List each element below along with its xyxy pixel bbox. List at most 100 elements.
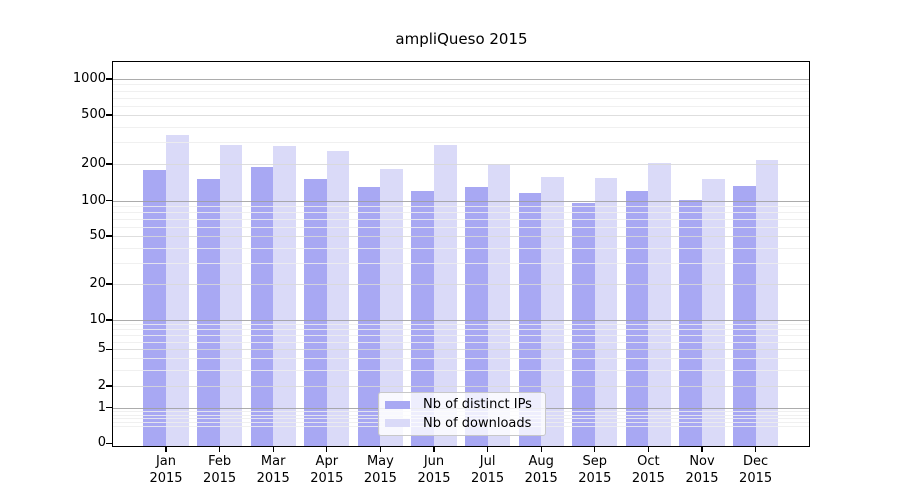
y-tick-label: 50: [89, 228, 106, 243]
y-tick-mark: [106, 385, 112, 387]
x-tick-mark: [701, 447, 703, 452]
legend-item-distinct-ips: Nb of distinct IPs: [385, 397, 545, 412]
gridline: [113, 142, 809, 144]
bar-distinct-ips: [518, 192, 542, 446]
legend: Nb of distinct IPs Nb of downloads: [378, 392, 546, 436]
bar-downloads: [219, 145, 243, 446]
y-tick-mark: [106, 163, 112, 165]
y-tick-label: 5: [97, 341, 106, 357]
bar-downloads: [380, 168, 403, 446]
y-tick-mark: [106, 442, 112, 444]
y-tick-label: 0: [97, 435, 106, 451]
gridline: [113, 329, 809, 331]
legend-item-downloads: Nb of downloads: [385, 416, 545, 431]
bar-downloads: [541, 177, 564, 446]
y-tick-mark: [106, 235, 112, 237]
y-tick-mark: [106, 283, 112, 285]
gridline: [113, 84, 809, 86]
gridline: [113, 335, 809, 337]
x-tick-mark: [165, 447, 167, 452]
gridline: [113, 386, 809, 387]
x-tick-label: Nov 2015: [685, 454, 719, 486]
bar-downloads: [702, 179, 725, 446]
x-tick-mark: [755, 447, 757, 452]
legend-swatch-distinct-ips: [385, 400, 410, 409]
legend-label-downloads: Nb of downloads: [423, 415, 532, 431]
bar-downloads: [594, 178, 618, 446]
y-tick-label: 10: [89, 312, 106, 327]
y-tick-mark: [106, 407, 112, 409]
gridline: [113, 358, 809, 360]
gridline: [113, 164, 809, 165]
x-tick-mark: [326, 447, 328, 452]
y-tick-label: 2: [97, 378, 106, 393]
legend-swatch-downloads: [385, 419, 410, 428]
x-tick-label: Jan 2015: [149, 454, 183, 486]
y-tick-mark: [106, 200, 112, 202]
gridline: [113, 79, 809, 80]
y-tick-label: 1000: [72, 71, 106, 86]
gridline: [113, 97, 809, 99]
x-tick-label: May 2015: [363, 454, 397, 486]
gridline: [113, 247, 809, 249]
bar-distinct-ips: [465, 187, 488, 446]
gridline: [113, 200, 809, 202]
bars-layer: [113, 62, 809, 446]
gridline: [113, 226, 809, 228]
x-tick-label: Aug 2015: [524, 454, 558, 486]
y-tick-mark: [106, 319, 112, 321]
gridline: [113, 90, 809, 92]
bar-downloads: [434, 145, 457, 446]
gridline: [113, 349, 809, 351]
bar-downloads: [648, 163, 671, 446]
x-tick-mark: [594, 447, 596, 452]
y-tick-mark: [106, 78, 112, 80]
gridline: [113, 341, 809, 343]
bar-downloads: [326, 151, 350, 446]
bar-downloads: [755, 160, 779, 446]
y-tick-mark: [106, 348, 112, 350]
x-tick-mark: [272, 447, 274, 452]
bar-distinct-ips: [733, 186, 756, 446]
x-tick-mark: [647, 447, 650, 452]
bar-downloads: [487, 164, 511, 446]
x-tick-label: Feb 2015: [203, 454, 237, 486]
x-tick-label: Jul 2015: [471, 454, 505, 486]
bar-distinct-ips: [411, 190, 434, 446]
x-tick-label: Sep 2015: [578, 454, 612, 486]
y-tick-label: 1: [97, 399, 106, 415]
gridline: [113, 126, 809, 128]
bar-distinct-ips: [143, 170, 166, 446]
gridline: [113, 105, 809, 107]
x-tick-mark: [219, 447, 221, 452]
gridline: [113, 115, 809, 116]
gridline: [113, 262, 809, 264]
bar-distinct-ips: [625, 190, 649, 446]
bar-distinct-ips: [679, 200, 702, 446]
gridline: [113, 324, 809, 326]
y-tick-label: 200: [81, 156, 106, 171]
bar-downloads: [273, 146, 296, 446]
x-tick-mark: [433, 447, 435, 452]
x-tick-mark: [540, 447, 542, 452]
gridline: [113, 218, 809, 220]
gridline: [113, 320, 809, 321]
bar-distinct-ips: [357, 187, 381, 446]
x-tick-label: Apr 2015: [310, 454, 344, 486]
gridline: [113, 369, 809, 371]
y-tick-label: 100: [81, 192, 106, 208]
x-tick-mark: [487, 447, 489, 452]
y-tick-label: 20: [89, 276, 106, 291]
gridline: [113, 236, 809, 237]
y-tick-mark: [106, 114, 112, 116]
y-tick-label: 500: [81, 107, 106, 122]
x-tick-mark: [379, 447, 382, 452]
gridline: [113, 284, 809, 285]
bar-distinct-ips: [304, 178, 327, 446]
grid-layer: [113, 62, 809, 446]
x-tick-label: Dec 2015: [739, 454, 773, 486]
x-tick-label: Jun 2015: [417, 454, 451, 486]
gridline: [113, 206, 809, 208]
chart-title: ampliQueso 2015: [395, 30, 528, 48]
